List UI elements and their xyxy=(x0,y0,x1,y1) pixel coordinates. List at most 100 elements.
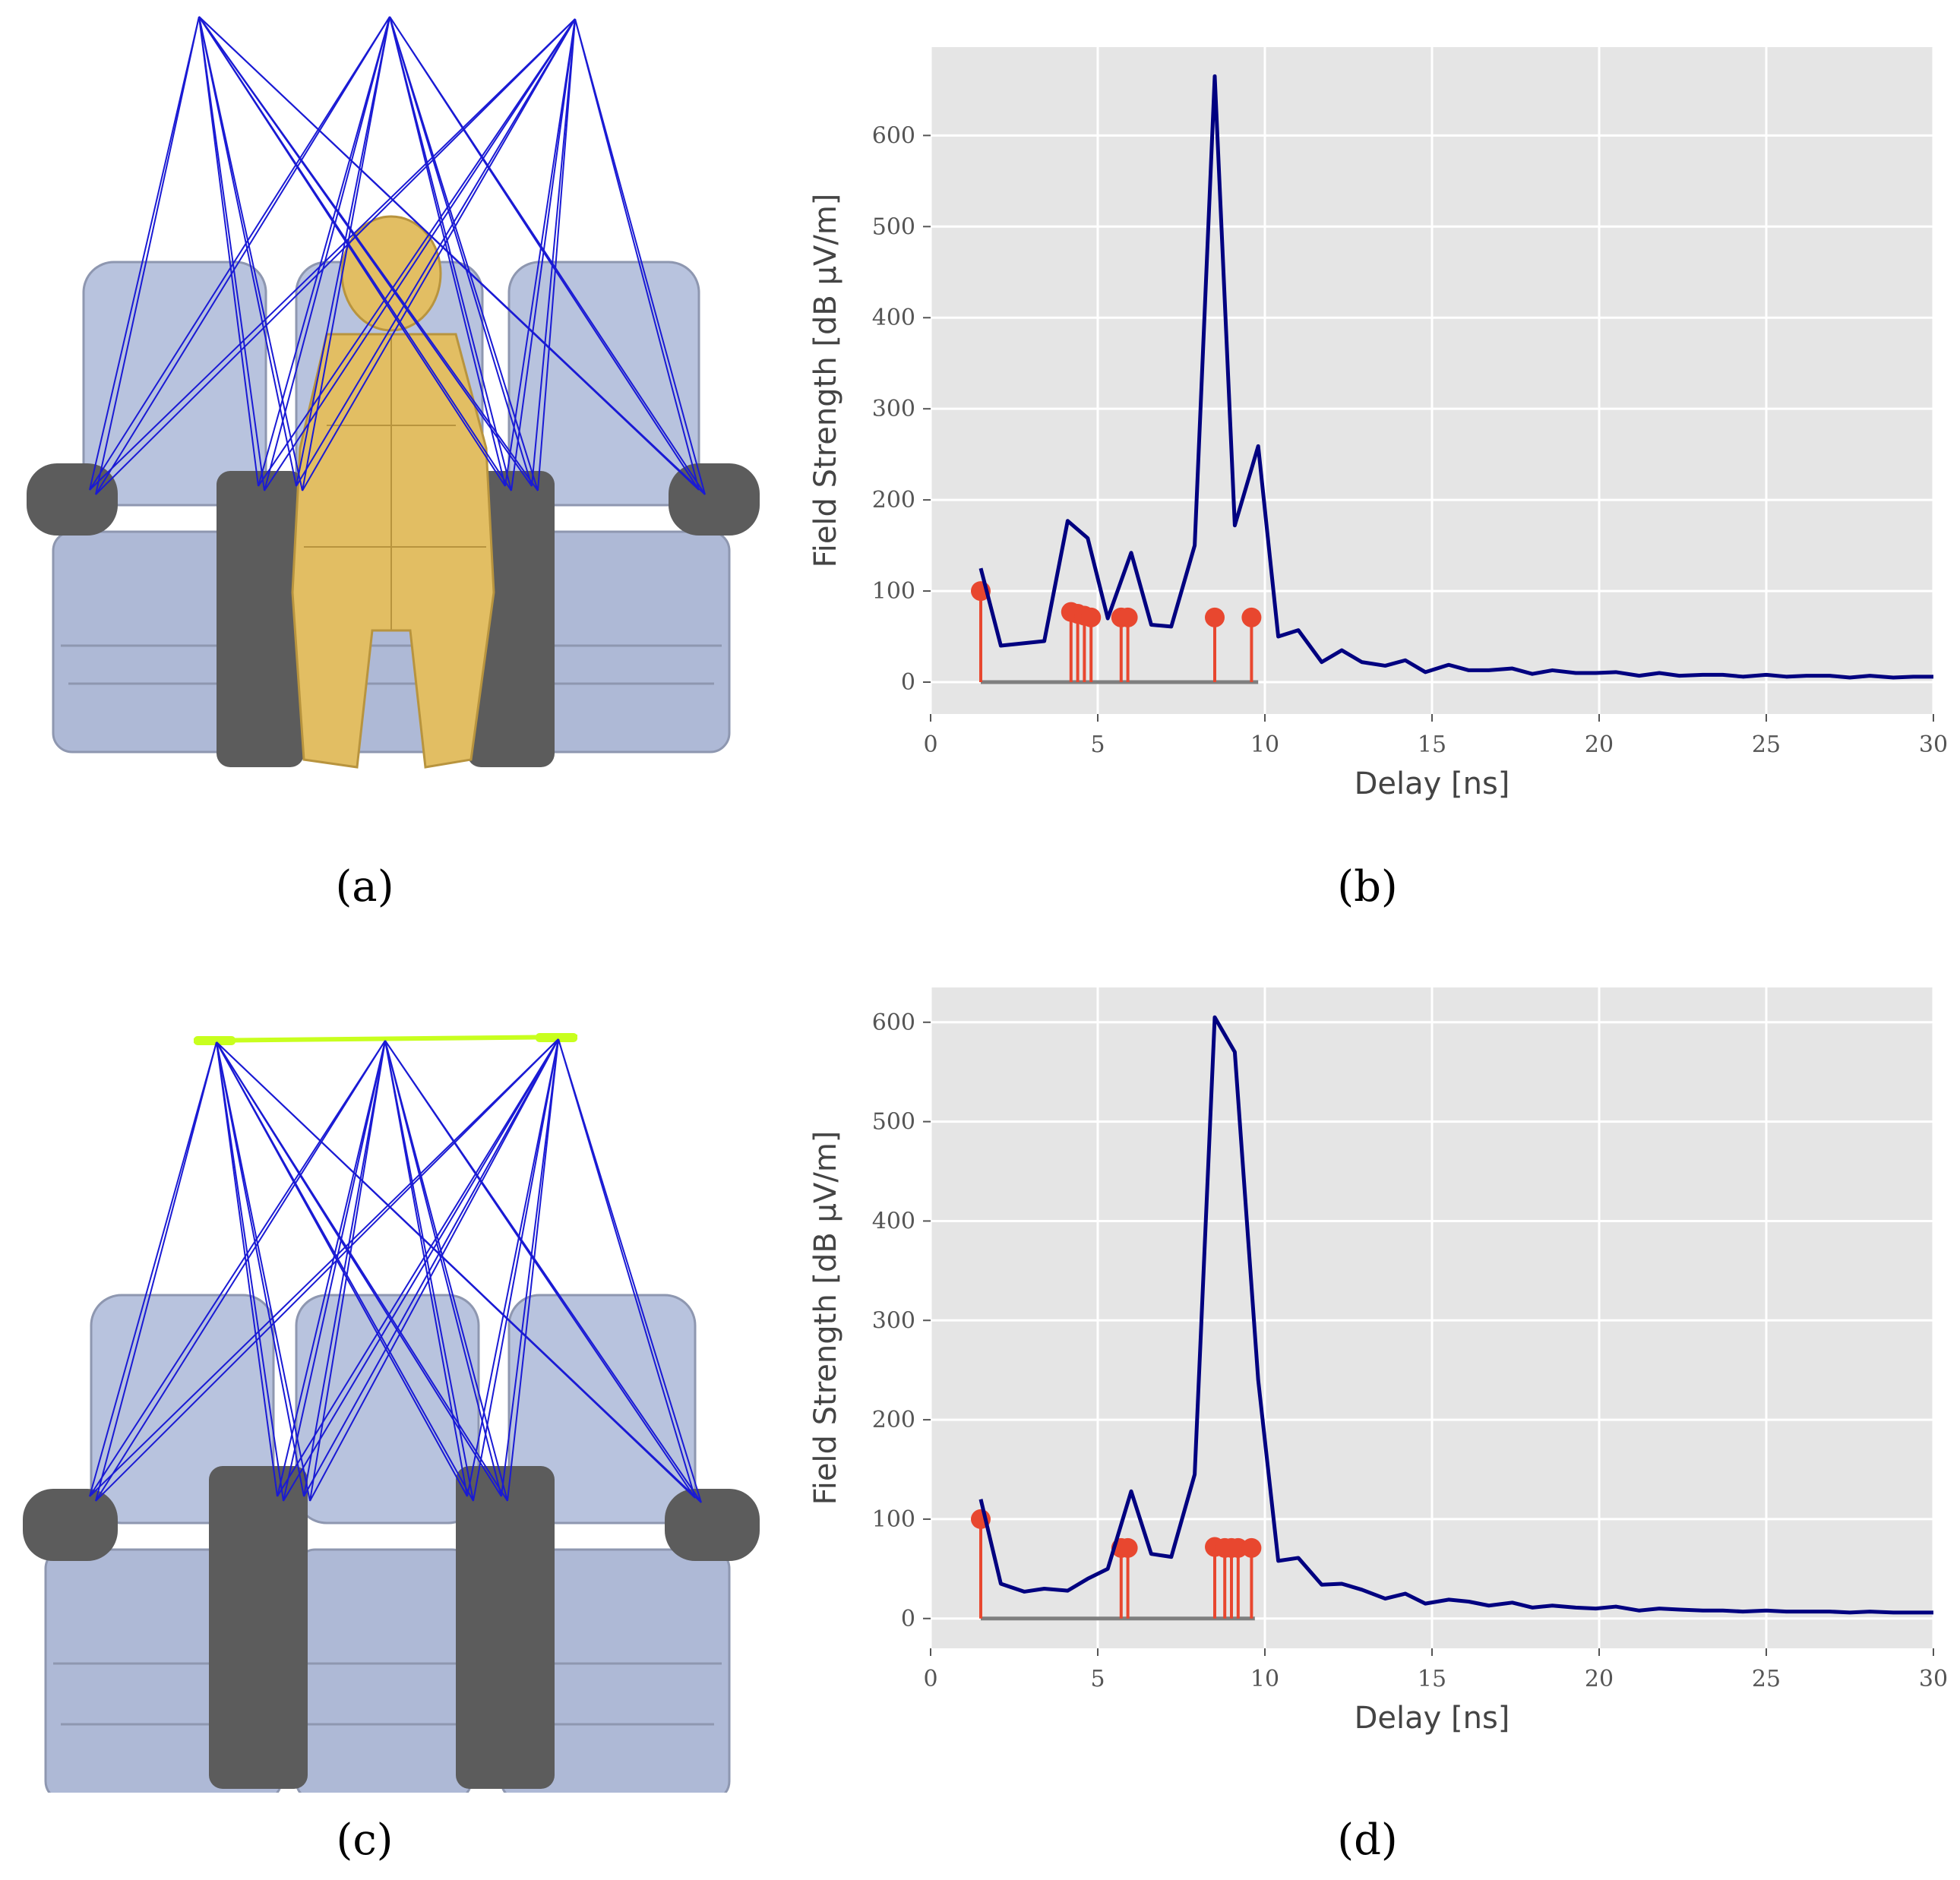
y-tick-label: 0 xyxy=(901,1606,915,1632)
y-tick-label: 100 xyxy=(872,1506,915,1533)
scene-c-illustration xyxy=(23,1033,760,1793)
armrest-outer-left xyxy=(27,463,118,536)
ray-path xyxy=(309,1038,559,1502)
ray-path xyxy=(198,16,512,491)
x-tick-label: 10 xyxy=(1250,731,1279,758)
y-tick-label: 400 xyxy=(872,305,915,331)
x-tick-label: 5 xyxy=(1090,1666,1105,1692)
caption-d: (d) xyxy=(1337,1815,1398,1865)
ray-path xyxy=(264,18,576,491)
ray-path xyxy=(89,16,390,491)
ray-path xyxy=(384,1040,702,1503)
armrest-inner-left xyxy=(217,471,304,767)
x-axis-label: Delay [ns] xyxy=(1355,1701,1510,1736)
ray-path xyxy=(264,16,390,491)
ray-path xyxy=(277,1038,559,1497)
ray-path xyxy=(302,18,576,491)
ray-path xyxy=(466,1038,559,1497)
y-tick-label: 200 xyxy=(872,487,915,513)
x-tick-label: 25 xyxy=(1752,731,1781,758)
ray-path xyxy=(277,1040,386,1497)
ray-path xyxy=(198,16,539,491)
ray-path xyxy=(574,18,706,495)
x-tick-label: 5 xyxy=(1090,731,1105,758)
y-tick-label: 600 xyxy=(872,1010,915,1036)
y-tick-label: 500 xyxy=(872,1109,915,1136)
scene-a-illustration xyxy=(27,16,760,769)
ray-path xyxy=(384,1040,468,1497)
stem-marker xyxy=(1241,607,1262,627)
ray-path xyxy=(95,1038,559,1502)
ray-path xyxy=(296,18,576,487)
ray-path xyxy=(389,16,706,495)
ray-path xyxy=(504,18,576,487)
x-tick-label: 10 xyxy=(1250,1666,1279,1692)
ray-path xyxy=(95,1041,217,1502)
armrest-outer-left xyxy=(23,1489,118,1561)
caption-b: (b) xyxy=(1337,862,1398,912)
panel-d: 0 5 10 15 20 25 30 0 100 200 300 400 500 600 Delay [ns… xyxy=(805,957,1960,1880)
x-tick-label: 25 xyxy=(1752,1666,1781,1692)
ray-path xyxy=(501,1038,559,1497)
caption-c: (c) xyxy=(336,1815,394,1865)
ray-path xyxy=(258,18,576,487)
x-tick-label: 15 xyxy=(1418,1666,1446,1692)
series-line xyxy=(978,1015,1933,1615)
y-tick-label: 500 xyxy=(872,213,915,240)
y-axis-label: Field Strength [dB μV/m] xyxy=(808,1131,843,1506)
seat-back-left xyxy=(82,261,267,507)
ray-path xyxy=(95,16,390,495)
ray-path xyxy=(216,1041,702,1503)
panel-c: (c) xyxy=(0,957,790,1880)
antenna-bar xyxy=(193,1033,578,1045)
seat-row xyxy=(23,1294,760,1793)
caption-a: (a) xyxy=(335,862,394,912)
armrest-inner-left xyxy=(209,1466,308,1789)
ray-path xyxy=(531,18,576,487)
ray-paths xyxy=(89,1038,702,1503)
stem-marker xyxy=(1081,607,1102,627)
y-tick-label: 400 xyxy=(872,1208,915,1234)
x-tick-label: 20 xyxy=(1585,731,1614,758)
seat-cushion-middle xyxy=(295,1548,473,1793)
x-tick-label: 0 xyxy=(923,1666,937,1692)
ray-path xyxy=(511,18,576,491)
ray-path xyxy=(89,1038,559,1497)
y-axis-label: Field Strength [dB μV/m] xyxy=(808,194,843,568)
ray-path xyxy=(303,1040,386,1497)
y-tick-label: 600 xyxy=(872,122,915,149)
ray-path xyxy=(283,1040,386,1502)
ray-path xyxy=(574,18,700,491)
x-tick-label: 15 xyxy=(1418,731,1446,758)
ray-path xyxy=(89,18,576,491)
y-tick-label: 300 xyxy=(872,1307,915,1334)
ray-path xyxy=(89,1040,386,1497)
ray-path xyxy=(389,16,512,491)
ray-path xyxy=(558,1038,702,1503)
ray-path xyxy=(473,1038,559,1502)
y-tick-label: 300 xyxy=(872,396,915,422)
armrest-outer-right xyxy=(665,1489,760,1561)
x-tick-label: 30 xyxy=(1919,1666,1948,1692)
stem-marker xyxy=(1118,1537,1138,1558)
ray-path xyxy=(389,16,539,491)
armrest-inner-right xyxy=(456,1466,555,1789)
ray-path xyxy=(198,16,259,487)
x-tick-label: 0 xyxy=(923,731,937,758)
stem-marker xyxy=(1205,607,1225,627)
ray-path xyxy=(89,1041,217,1497)
ray-path xyxy=(95,18,576,495)
ray-path xyxy=(198,16,706,495)
x-tick-label: 20 xyxy=(1585,1666,1614,1692)
panel-b: 0 5 10 15 20 25 30 0 100 200 300 400 500 600 Delay [ns… xyxy=(805,0,1960,912)
ray-path xyxy=(303,1038,559,1497)
y-tick-label: 200 xyxy=(872,1407,915,1433)
panel-a: (a) xyxy=(0,0,790,912)
ray-path xyxy=(198,16,265,491)
x-tick-label: 30 xyxy=(1919,731,1948,758)
ray-paths xyxy=(89,16,706,495)
stem-marker xyxy=(1118,607,1138,627)
y-tick-label: 0 xyxy=(901,669,915,696)
